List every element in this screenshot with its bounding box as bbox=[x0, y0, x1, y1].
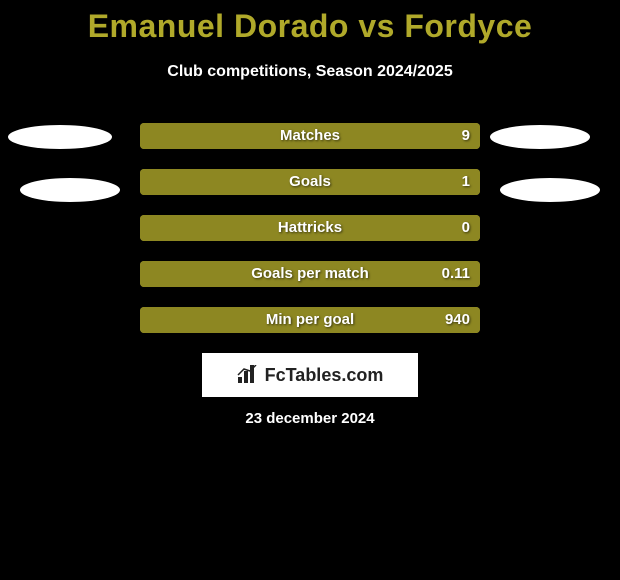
left-ellipse bbox=[8, 125, 112, 149]
bar-fill bbox=[140, 307, 480, 333]
bar-track bbox=[140, 307, 480, 333]
bar-track bbox=[140, 169, 480, 195]
bar-fill bbox=[140, 261, 480, 287]
logo-box: FcTables.com bbox=[202, 353, 418, 397]
bar-track bbox=[140, 215, 480, 241]
bar-fill bbox=[140, 169, 480, 195]
comparison-infographic: Emanuel Dorado vs Fordyce Club competiti… bbox=[0, 0, 620, 580]
date-text: 23 december 2024 bbox=[0, 410, 620, 427]
stat-row: Goals per match0.11 bbox=[0, 251, 620, 297]
right-ellipse bbox=[500, 178, 600, 202]
right-ellipse bbox=[490, 125, 590, 149]
bar-fill bbox=[140, 123, 480, 149]
logo-text: FcTables.com bbox=[265, 365, 384, 386]
bars-icon bbox=[237, 365, 259, 385]
bar-track bbox=[140, 123, 480, 149]
bar-fill bbox=[140, 215, 480, 241]
left-ellipse bbox=[20, 178, 120, 202]
stat-row: Min per goal940 bbox=[0, 297, 620, 343]
page-title: Emanuel Dorado vs Fordyce bbox=[0, 0, 620, 45]
stat-row: Hattricks0 bbox=[0, 205, 620, 251]
subtitle: Club competitions, Season 2024/2025 bbox=[0, 63, 620, 81]
bar-track bbox=[140, 261, 480, 287]
